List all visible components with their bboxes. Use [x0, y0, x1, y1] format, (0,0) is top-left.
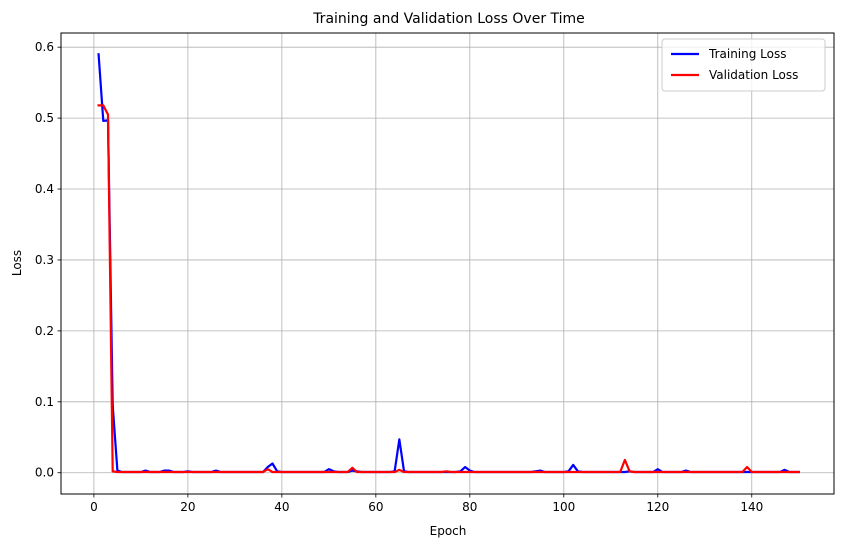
- legend-label: Training Loss: [708, 47, 786, 61]
- y-tick-label: 0.2: [35, 324, 54, 338]
- x-tick-label: 80: [462, 500, 477, 514]
- y-tick-label: 0.3: [35, 253, 54, 267]
- x-tick-label: 120: [646, 500, 669, 514]
- x-tick-label: 40: [274, 500, 289, 514]
- series-line-validation-loss: [97, 104, 800, 474]
- y-tick-label: 0.1: [35, 395, 54, 409]
- x-tick-label: 140: [740, 500, 763, 514]
- x-tick-label: 100: [552, 500, 575, 514]
- series-layer: [97, 53, 800, 474]
- ticks: 0 20 40 60 80 100 120 140 0.0 0.1 0.2 0.3 0.4 0.5 0.6: [35, 40, 763, 514]
- y-tick-label: 0.5: [35, 111, 54, 125]
- plot-frame: [60, 32, 835, 495]
- x-tick-label: 60: [368, 500, 383, 514]
- x-tick-label: 0: [90, 500, 98, 514]
- legend-box: [661, 38, 826, 92]
- y-axis-label: Loss: [10, 250, 24, 276]
- y-tick-label: 0.0: [35, 466, 54, 480]
- chart-title: Training and Validation Loss Over Time: [312, 11, 585, 27]
- y-tick-label: 0.6: [35, 40, 54, 54]
- y-tick-label: 0.4: [35, 182, 54, 196]
- x-axis-label: Epoch: [430, 524, 467, 538]
- x-tick-label: 20: [180, 500, 195, 514]
- legend: Training Loss Validation Loss: [661, 38, 826, 92]
- legend-label: Validation Loss: [709, 68, 798, 82]
